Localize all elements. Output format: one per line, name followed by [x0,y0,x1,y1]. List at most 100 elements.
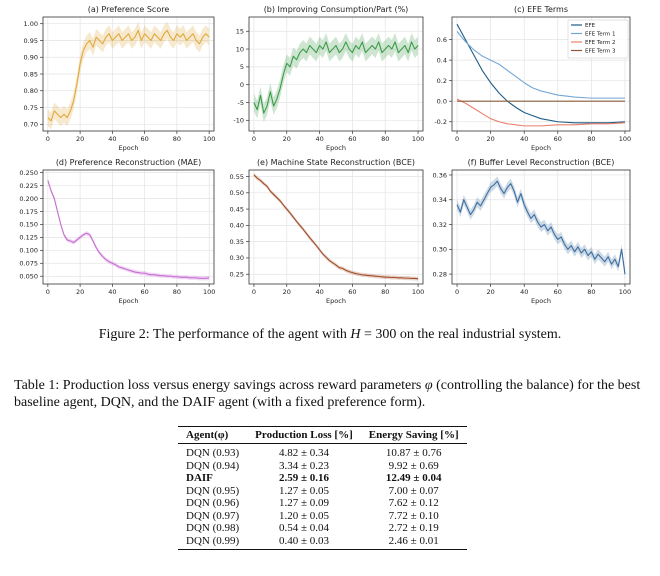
chart-title: (f) Buffer Level Reconstruction (BCE) [468,158,615,167]
table-row: DAIF 2.59 ± 0.16 12.49 ± 0.04 [178,472,467,485]
y-tick-label: 15 [236,28,244,36]
y-tick-label: 0.70 [24,121,38,129]
production-loss-cell: 0.54 ± 0.04 [278,522,329,534]
y-tick-label: 0.50 [230,189,244,197]
x-tick-label: 100 [203,135,215,143]
x-tick-label: 0 [252,288,256,296]
x-tick-label: 0 [252,135,256,143]
plot-frame [42,169,215,285]
y-tick-label: 0.175 [19,208,38,216]
y-tick-label: 0.55 [230,173,244,181]
series-line-1 [456,180,626,275]
x-axis-label: Epoch [531,144,551,152]
series-line-1 [253,174,419,280]
x-tick-label: 0 [455,135,459,143]
y-tick-label: 0.050 [19,273,38,281]
y-tick-label: 0.0 [437,98,447,106]
x-tick-label: 80 [587,288,595,296]
energy-saving-cell: 9.92 ± 0.69 [388,459,439,472]
y-tick-label: 0.32 [433,221,447,229]
series-line-1 [456,23,625,124]
y-tick-label: 0.80 [24,87,38,95]
y-tick-label: 0.125 [19,234,38,242]
x-axis-label: Epoch [326,297,346,305]
x-tick-label: 80 [173,135,181,143]
x-tick-label: 40 [520,135,528,143]
x-tick-label: 20 [76,135,84,143]
x-tick-label: 0 [46,288,50,296]
y-tick-label: 0.25 [230,271,244,279]
legend-entry: EFE Term 2 [585,40,615,46]
legend-entry: EFE [585,23,596,29]
production-loss-cell: 1.27 ± 0.05 [278,484,329,497]
x-axis-label: Epoch [326,144,346,152]
x-tick-label: 40 [315,288,323,296]
production-loss-cell: 1.27 ± 0.09 [278,497,329,509]
x-tick-label: 40 [520,288,528,296]
y-tick-label: -0.2 [434,118,447,126]
series-band [47,178,210,281]
production-loss-cell: 4.82 ± 0.34 [278,447,329,459]
header-production-loss: Production Loss [%] [247,426,361,444]
x-tick-label: 60 [348,288,356,296]
x-tick-label: 60 [348,135,356,143]
table-row: DQN (0.98) 0.54 ± 0.04 2.72 ± 0.19 [178,522,467,535]
y-tick-label: 5 [240,63,244,71]
chart-title: (e) Machine State Reconstruction (BCE) [257,158,415,167]
x-axis-label: Epoch [119,297,139,305]
energy-saving-cell: 12.49 ± 0.04 [385,472,442,484]
x-tick-label: 100 [619,135,631,143]
table-row: DQN (0.96) 1.27 ± 0.09 7.62 ± 0.12 [178,497,467,510]
x-tick-label: 60 [140,288,148,296]
figure-2: 0 20 40 60 80 1000.700.750.800.850.900.951.00… [19,5,631,305]
x-tick-label: 0 [455,288,459,296]
x-axis-label: Epoch [531,297,551,305]
x-tick-label: 80 [381,288,389,296]
y-tick-label: 0.075 [19,260,38,268]
x-axis-label: Epoch [119,144,139,152]
figure-caption: Figure 2: The performance of the agent w… [98,327,562,342]
header-agent: Agent(φ) [178,426,248,444]
table-row: DQN (0.94) 3.34 ± 0.23 9.92 ± 0.69 [178,460,467,473]
series-line-1 [47,180,210,279]
series-line-2 [456,31,625,99]
header-energy-saving: Energy Saving [%] [360,426,467,444]
y-tick-label: 0.6 [437,36,447,44]
energy-saving-cell: 2.46 ± 0.01 [360,534,467,550]
series-band [253,33,419,123]
y-tick-label: 0.28 [433,270,447,278]
legend-box [567,19,629,59]
energy-saving-cell: 2.72 ± 0.19 [388,522,439,534]
energy-saving-cell: 7.62 ± 0.12 [388,497,439,509]
y-tick-label: 0.90 [24,54,38,62]
legend-entry: EFE Term 3 [585,49,616,55]
x-tick-label: 60 [554,288,562,296]
production-loss-cell: 0.40 ± 0.03 [247,534,361,550]
y-tick-label: 0.30 [230,254,244,262]
agent-cell: DQN (0.95) [186,484,240,497]
y-tick-label: 0.250 [19,169,38,177]
y-tick-label: 0.30 [433,246,447,254]
y-tick-label: 0.40 [230,222,244,230]
x-tick-label: 20 [486,288,494,296]
x-tick-label: 100 [412,135,424,143]
x-tick-label: 0 [46,135,50,143]
y-tick-label: -5 [238,99,244,107]
x-tick-label: 40 [315,135,323,143]
y-tick-label: 1.00 [24,20,38,28]
legend-entry: EFE Term 1 [585,32,615,38]
agent-cell: DQN (0.98) [186,522,240,534]
y-tick-label: 0.95 [24,37,38,45]
agent-cell: DQN (0.94) [186,459,240,472]
energy-saving-cell: 10.87 ± 0.76 [385,447,442,459]
x-tick-label: 100 [619,288,631,296]
y-tick-label: 10 [236,45,244,53]
x-tick-label: 80 [587,135,595,143]
y-tick-label: 0.34 [433,196,447,204]
series-line-1 [47,29,210,122]
plot-frame [451,169,631,285]
series-line-1 [253,41,419,114]
y-tick-label: 0.2 [437,77,447,85]
x-tick-label: 100 [203,288,215,296]
production-loss-cell: 1.20 ± 0.05 [278,509,329,522]
